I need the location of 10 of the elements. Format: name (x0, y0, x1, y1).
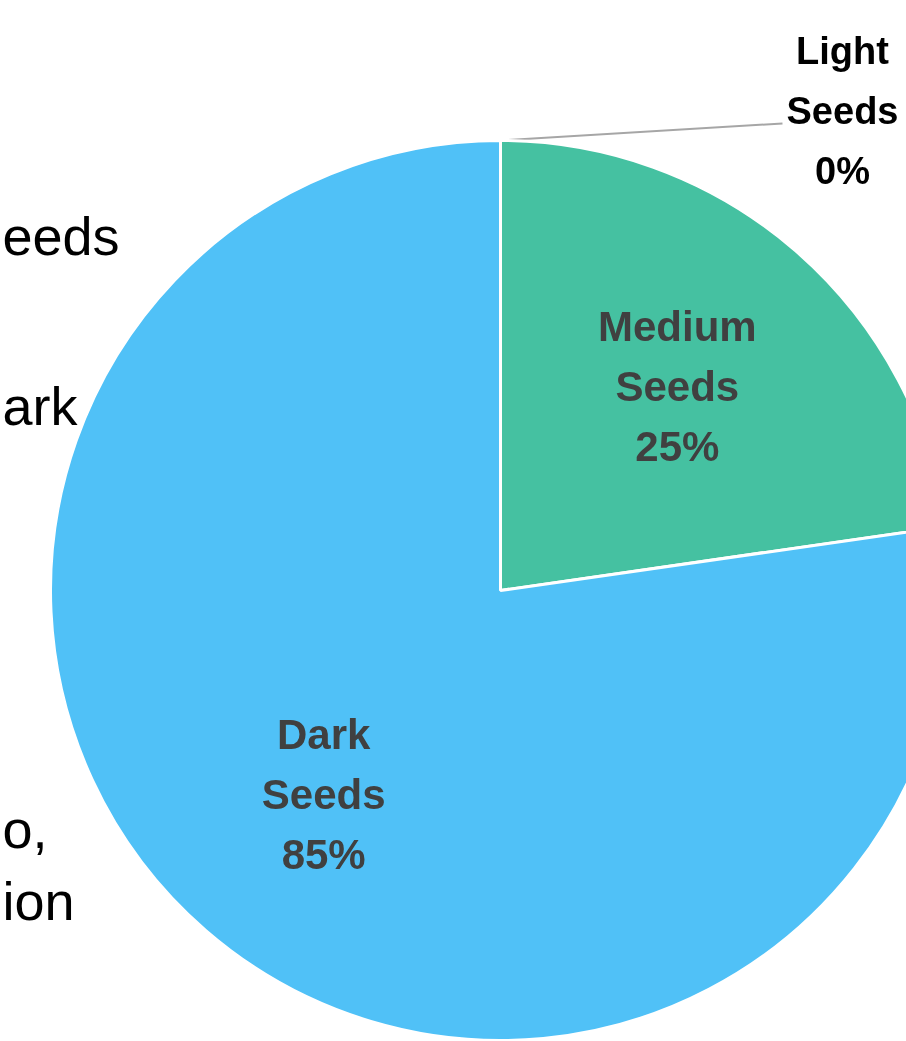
slice-label: Medium Seeds (597, 302, 757, 410)
text: ion (2, 870, 75, 931)
text: eeds (2, 205, 120, 266)
text: o, (2, 798, 48, 859)
slice-label: Dark Seeds (261, 711, 386, 819)
category-label: Light Seeds (786, 29, 899, 132)
text: ark (2, 375, 79, 436)
text: 0% (815, 149, 870, 192)
data-label: 85% (281, 831, 366, 879)
data-label: 25% (635, 422, 720, 470)
